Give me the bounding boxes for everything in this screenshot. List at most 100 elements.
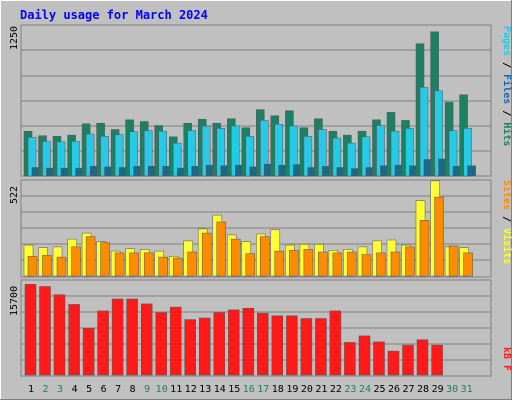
sites-bar bbox=[260, 236, 270, 277]
legend-sites-visits: Sites / Visits bbox=[501, 180, 512, 264]
kbf-bar bbox=[358, 335, 371, 376]
x-tick-label: 31 bbox=[461, 384, 473, 395]
x-tick-label: 27 bbox=[402, 384, 414, 395]
kbf-bar bbox=[257, 312, 269, 376]
sites-bar bbox=[390, 251, 401, 277]
x-tick-label: 6 bbox=[101, 384, 107, 395]
legend-visits: Visits bbox=[501, 228, 512, 264]
x-tick-label: 14 bbox=[214, 384, 226, 395]
kbf-bar bbox=[97, 310, 109, 376]
x-tick-label: 30 bbox=[446, 384, 458, 395]
x-tick-label: 5 bbox=[86, 384, 92, 395]
x-tick-label: 4 bbox=[72, 384, 78, 395]
x-tick-label: 3 bbox=[57, 384, 63, 395]
x-tick-label: 26 bbox=[388, 384, 400, 395]
sites-bar bbox=[172, 257, 183, 277]
legend-files: Files bbox=[501, 74, 512, 104]
kbf-bar bbox=[24, 284, 37, 376]
sites-bar bbox=[129, 252, 139, 277]
kbf-bar bbox=[315, 318, 327, 376]
x-tick-label: 9 bbox=[144, 384, 150, 395]
sites-bar bbox=[332, 252, 343, 277]
legend-pages-files-hits: Pages / Files / Hits bbox=[501, 26, 512, 146]
x-axis-labels: 1 2 3 4 5 6 7 8 9 10 11 12 13 14 15 16 17 18 19 20 21 22 23 24 2… bbox=[28, 384, 473, 395]
kbf-bar bbox=[53, 294, 66, 376]
x-tick-label: 12 bbox=[185, 384, 197, 395]
legend-pages: Pages bbox=[501, 26, 512, 56]
kbf-bar bbox=[271, 315, 284, 376]
sites-bar bbox=[318, 251, 328, 277]
legend-kbf: kB F bbox=[501, 347, 512, 371]
sites-bar bbox=[347, 251, 357, 277]
sites-bar bbox=[361, 254, 372, 277]
kbf-bar bbox=[140, 303, 153, 376]
x-tick-label: 23 bbox=[344, 384, 356, 395]
chart-title: Daily usage for March 2024 bbox=[20, 8, 208, 22]
sites-bar bbox=[42, 255, 52, 277]
kbf-bar bbox=[111, 298, 124, 376]
sites-bar bbox=[434, 196, 444, 277]
gridlines bbox=[21, 49, 491, 361]
x-tick-label: 11 bbox=[170, 384, 182, 395]
kbf-bar bbox=[402, 344, 414, 376]
x-tick-label: 2 bbox=[42, 384, 48, 395]
x-tick-label: 20 bbox=[301, 384, 313, 395]
sites-bar bbox=[56, 256, 67, 277]
kbf-bar bbox=[68, 304, 80, 376]
x-tick-label: 7 bbox=[115, 384, 121, 395]
legend-sites: Sites bbox=[501, 180, 512, 210]
kbf-bar bbox=[387, 350, 400, 376]
sites-bar bbox=[143, 252, 154, 277]
sites-bar bbox=[85, 236, 96, 277]
sites-bar bbox=[71, 246, 81, 277]
sites-bar bbox=[100, 242, 110, 277]
sites-bar bbox=[245, 253, 256, 277]
x-tick-label: 22 bbox=[330, 384, 342, 395]
kbf-bar bbox=[416, 339, 429, 376]
sites-bar bbox=[231, 238, 241, 277]
x-tick-label: 21 bbox=[315, 384, 327, 395]
kbf-bar bbox=[329, 310, 342, 376]
x-tick-label: 16 bbox=[243, 384, 255, 395]
kbf-bar bbox=[431, 344, 443, 376]
x-tick-label: 24 bbox=[359, 384, 371, 395]
sites-bar bbox=[187, 251, 197, 277]
x-tick-label: 19 bbox=[286, 384, 298, 395]
x-tick-label: 18 bbox=[272, 384, 284, 395]
kbf-bar bbox=[126, 298, 138, 376]
sites-bar bbox=[376, 252, 386, 277]
kbf-bar bbox=[300, 318, 313, 376]
legend-hits: Hits bbox=[501, 122, 512, 146]
x-tick-label: 15 bbox=[228, 384, 240, 395]
x-tick-label: 17 bbox=[257, 384, 269, 395]
sites-bar bbox=[463, 252, 473, 277]
x-tick-label: 10 bbox=[156, 384, 168, 395]
kbf-bar bbox=[286, 315, 298, 376]
kbf-bar bbox=[82, 328, 95, 376]
x-tick-label: 28 bbox=[417, 384, 429, 395]
sites-bar bbox=[274, 250, 285, 277]
x-tick-label: 13 bbox=[199, 384, 211, 395]
sites-bar bbox=[303, 249, 314, 277]
hits-ymax-label: 1250 bbox=[9, 26, 20, 50]
kbf-bar bbox=[155, 312, 167, 376]
kbf-bar bbox=[242, 307, 255, 376]
kbf-ymax-label: 15700 bbox=[9, 286, 20, 316]
kbf-bar bbox=[184, 319, 196, 376]
sites-bar bbox=[201, 232, 212, 277]
sites-bar bbox=[216, 221, 227, 277]
sites-bar bbox=[448, 245, 459, 277]
x-tick-label: 25 bbox=[373, 384, 385, 395]
kbf-bar bbox=[198, 317, 211, 376]
kbf-bar bbox=[228, 309, 240, 376]
pages-bar bbox=[467, 165, 476, 177]
sites-bar bbox=[419, 220, 430, 277]
sites-bar bbox=[114, 252, 125, 277]
x-tick-label: 8 bbox=[130, 384, 136, 395]
x-tick-label: 1 bbox=[28, 384, 34, 395]
sites-bar bbox=[289, 250, 299, 277]
sites-bar bbox=[27, 256, 38, 277]
kbf-bar bbox=[39, 286, 51, 376]
